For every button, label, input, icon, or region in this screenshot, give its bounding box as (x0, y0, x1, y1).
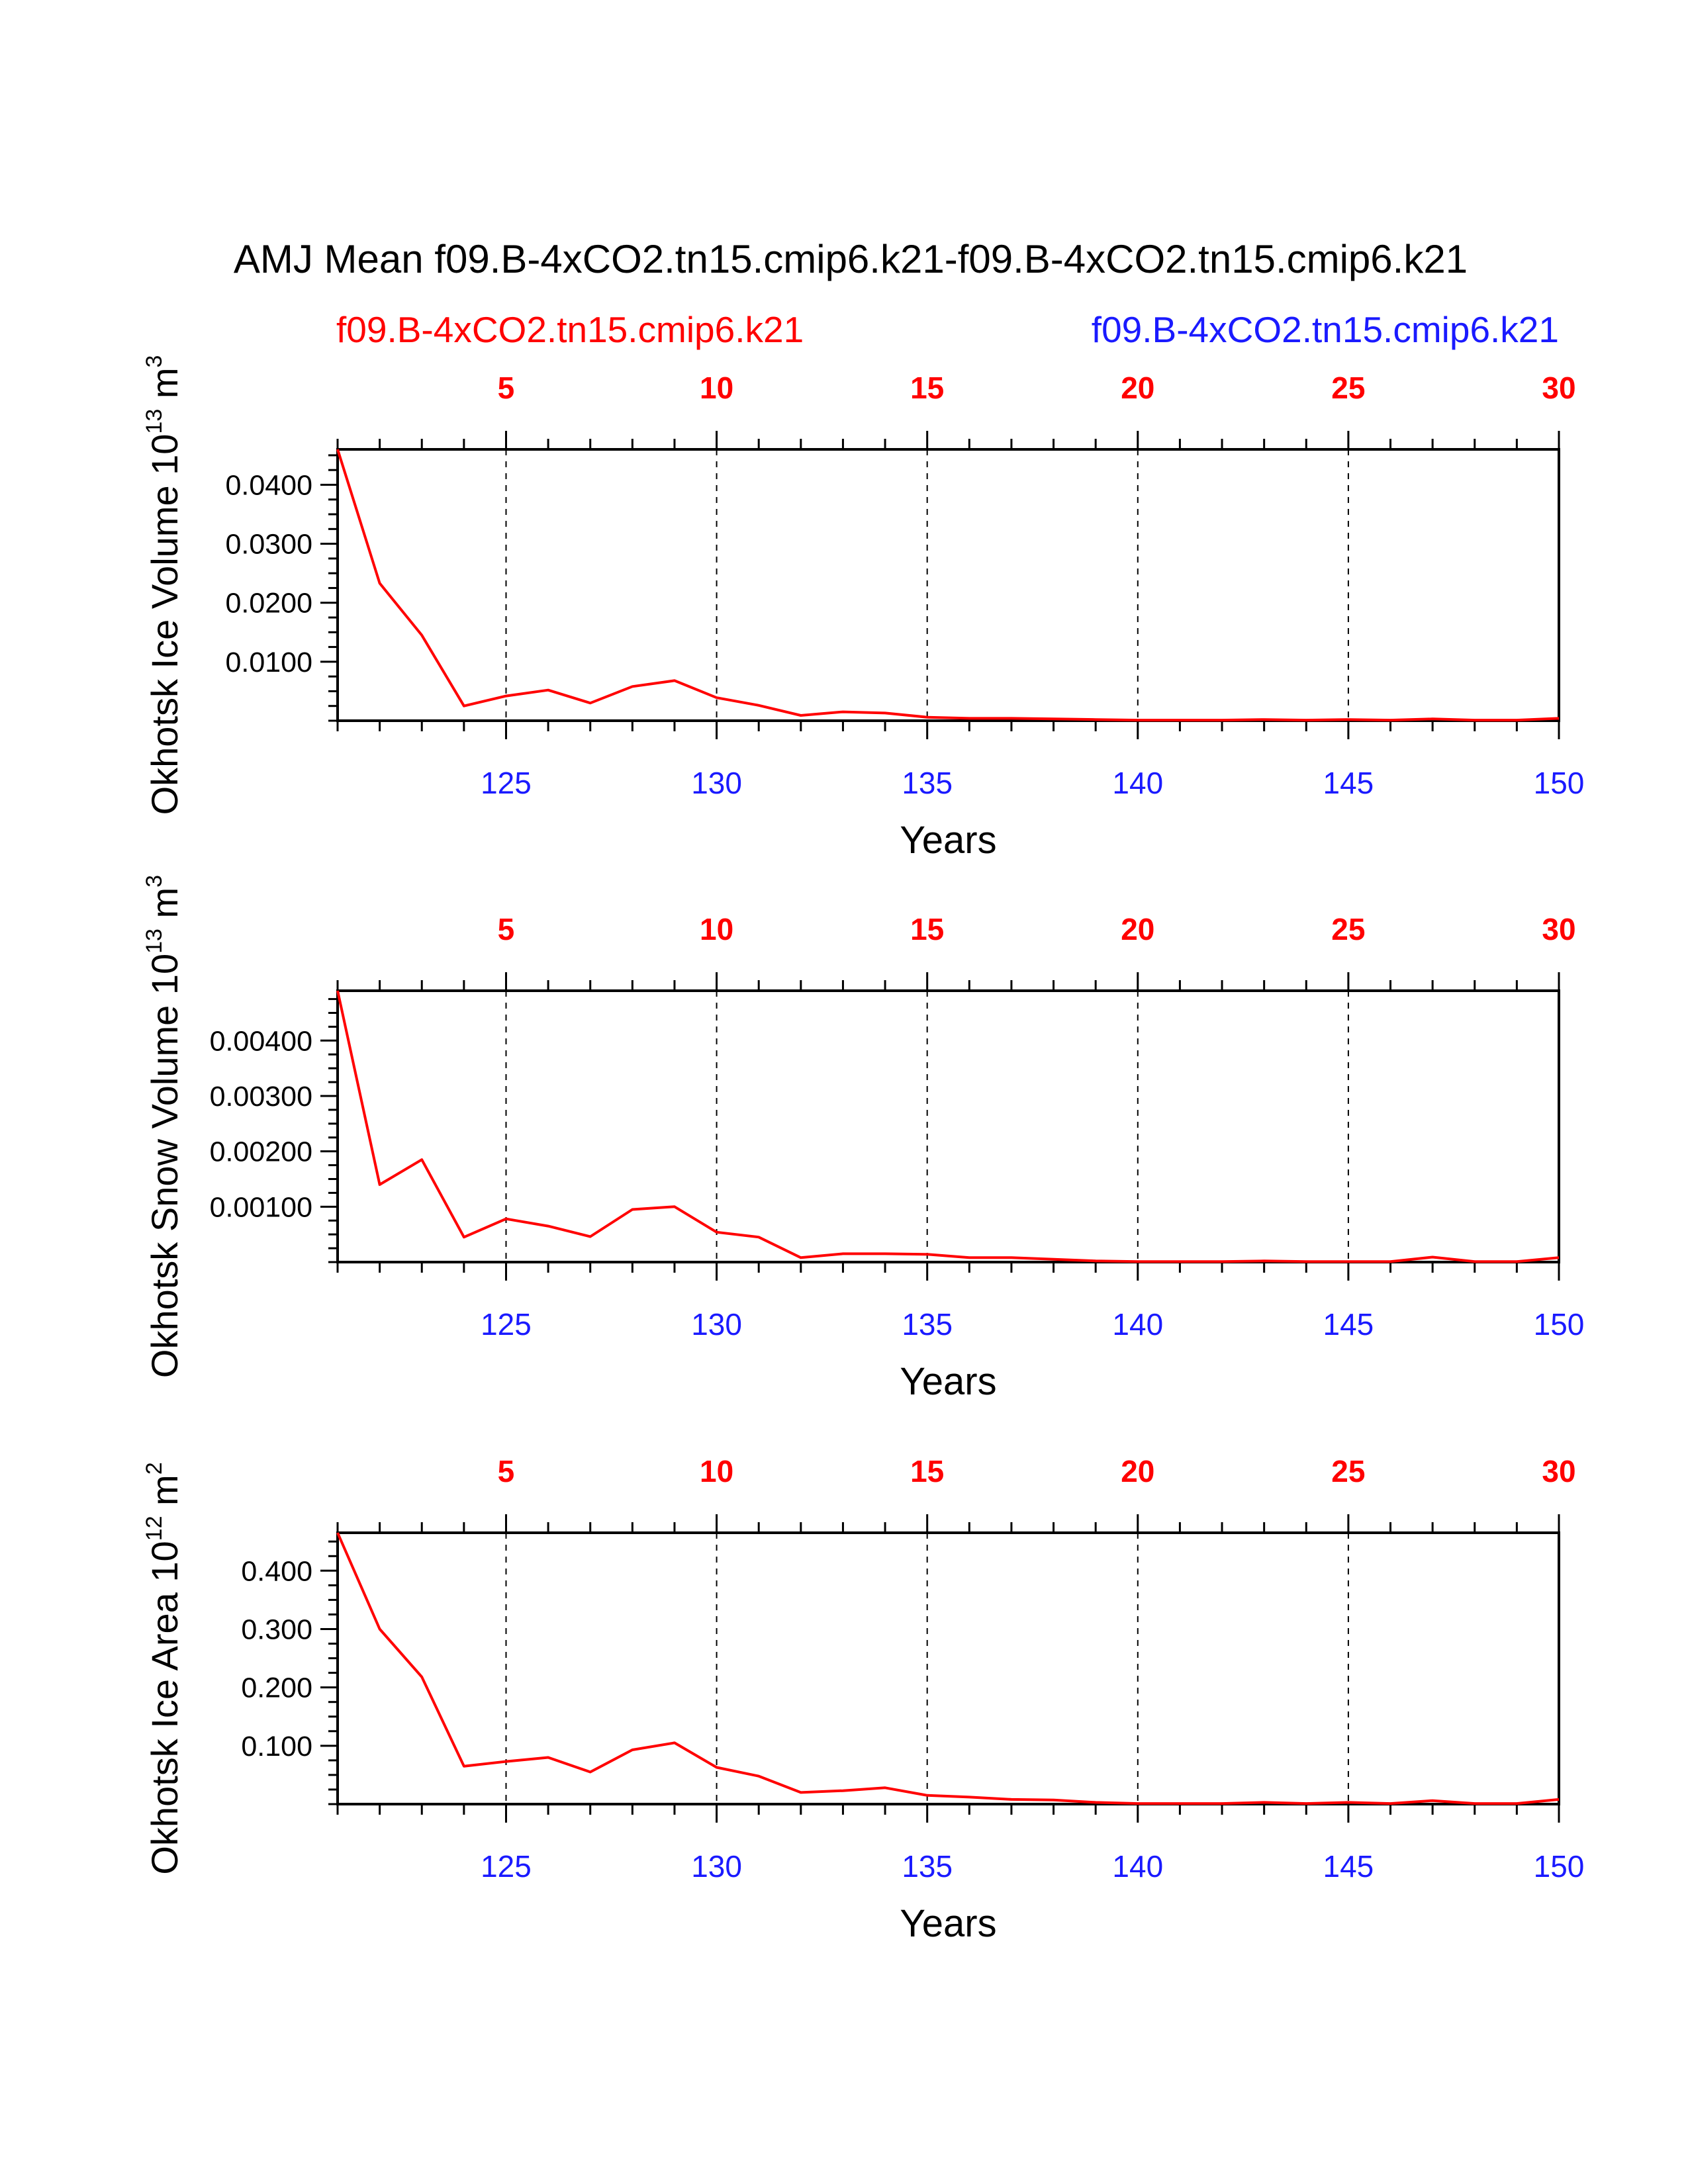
x-tick-label-bottom: 135 (902, 1307, 953, 1342)
y-axis-label-unit: m (144, 1475, 185, 1516)
x-axis-label: Years (900, 819, 996, 862)
x-tick-label-bottom: 130 (691, 766, 742, 800)
x-tick-label-top: 30 (1542, 912, 1575, 946)
y-axis-label-unit-exponent: 3 (142, 875, 167, 887)
y-tick-label: 0.200 (241, 1672, 312, 1704)
y-tick-label: 0.00300 (210, 1081, 312, 1113)
x-tick-label-bottom: 125 (481, 1307, 532, 1342)
x-tick-label-top: 5 (498, 912, 515, 946)
x-tick-label-top: 10 (700, 1454, 733, 1488)
panel-1: 125 130 135 140 145 150 5 10 15 20 25 30 0.0100 0.020… (142, 355, 1584, 862)
x-tick-label-top: 15 (910, 371, 944, 405)
x-tick-label-top: 25 (1331, 1454, 1365, 1488)
y-tick-label: 0.300 (241, 1614, 312, 1645)
x-tick-label-top: 30 (1542, 1454, 1575, 1488)
x-tick-label-top: 10 (700, 912, 733, 946)
x-tick-label-bottom: 150 (1534, 1307, 1585, 1342)
y-tick-label: 0.00200 (210, 1136, 312, 1168)
x-tick-label-bottom: 140 (1112, 1849, 1163, 1884)
y-axis-label-main: Okhotsk Ice Volume 10 (144, 434, 185, 815)
x-tick-label-top: 20 (1121, 912, 1154, 946)
x-tick-label-bottom: 130 (691, 1307, 742, 1342)
x-tick-label-top: 15 (910, 1454, 944, 1488)
y-axis-label: Okhotsk Snow Volume 1013 m3 (142, 875, 185, 1378)
x-tick-label-top: 20 (1121, 371, 1154, 405)
y-tick-label: 0.0300 (225, 529, 312, 561)
x-tick-label-bottom: 135 (902, 766, 953, 800)
x-tick-label-top: 25 (1331, 912, 1365, 946)
y-axis-label-exponent: 13 (142, 929, 167, 954)
x-tick-label-bottom: 150 (1534, 1849, 1585, 1884)
x-axis-label: Years (900, 1902, 996, 1945)
x-tick-label-top: 25 (1331, 371, 1365, 405)
x-tick-label-bottom: 135 (902, 1849, 953, 1884)
y-axis-label-exponent: 13 (142, 409, 167, 434)
y-axis-label: Okhotsk Ice Volume 1013 m3 (142, 355, 185, 815)
x-axis-label: Years (900, 1360, 996, 1403)
y-tick-label: 0.0400 (225, 469, 312, 501)
x-tick-label-bottom: 145 (1323, 1307, 1374, 1342)
y-axis-label-main: Okhotsk Ice Area 10 (144, 1541, 185, 1874)
x-tick-label-top: 5 (498, 1454, 515, 1488)
left-subtitle: f09.B-4xCO2.tn15.cmip6.k21 (336, 309, 804, 350)
y-axis-label-unit-exponent: 2 (142, 1462, 167, 1475)
x-tick-label-bottom: 130 (691, 1849, 742, 1884)
y-axis-label-unit-exponent: 3 (142, 355, 167, 368)
y-axis-label-exponent: 12 (142, 1516, 167, 1541)
x-tick-label-top: 10 (700, 371, 733, 405)
x-tick-label-bottom: 140 (1112, 1307, 1163, 1342)
y-axis-label-unit: m (144, 887, 185, 929)
series-line (336, 990, 1560, 1263)
x-tick-label-bottom: 140 (1112, 766, 1163, 800)
x-tick-label-bottom: 150 (1534, 766, 1585, 800)
y-axis-label-main: Okhotsk Snow Volume 10 (144, 954, 185, 1378)
plot-frame (336, 1531, 1560, 1805)
y-tick-label: 0.0200 (225, 588, 312, 619)
y-tick-label: 0.00100 (210, 1191, 312, 1223)
y-tick-label: 0.400 (241, 1555, 312, 1587)
x-tick-label-bottom: 125 (481, 766, 532, 800)
x-tick-label-bottom: 125 (481, 1849, 532, 1884)
x-tick-label-top: 15 (910, 912, 944, 946)
x-tick-label-top: 30 (1542, 371, 1575, 405)
right-subtitle: f09.B-4xCO2.tn15.cmip6.k21 (1092, 309, 1559, 350)
plot-frame (336, 989, 1560, 1263)
y-axis-label: Okhotsk Ice Area 1012 m2 (142, 1462, 185, 1874)
y-axis-label-unit: m (144, 368, 185, 409)
panel-2: 125 130 135 140 145 150 5 10 15 20 25 30 0.00100 0.00… (142, 875, 1584, 1403)
x-tick-label-top: 20 (1121, 1454, 1154, 1488)
y-tick-label: 0.0100 (225, 647, 312, 678)
figure-title: AMJ Mean f09.B-4xCO2.tn15.cmip6.k21-f09.… (234, 237, 1468, 281)
x-tick-label-bottom: 145 (1323, 766, 1374, 800)
y-tick-label: 0.100 (241, 1731, 312, 1762)
series-line (336, 449, 1560, 722)
plot-frame (336, 448, 1560, 722)
y-tick-label: 0.00400 (210, 1025, 312, 1057)
x-tick-label-top: 5 (498, 371, 515, 405)
x-tick-label-bottom: 145 (1323, 1849, 1374, 1884)
panel-3: 125 130 135 140 145 150 5 10 15 20 25 30 0.100 0.200 0… (142, 1454, 1584, 1945)
series-line (336, 1532, 1560, 1805)
